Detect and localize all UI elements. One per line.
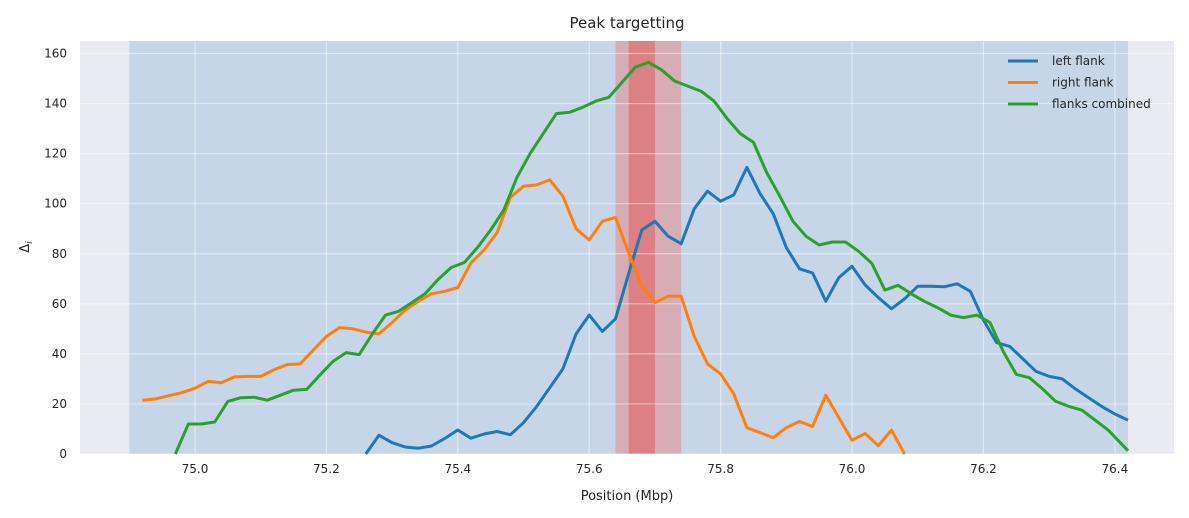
x-axis-title: Position (Mbp): [581, 489, 674, 504]
y-tick-label: 100: [44, 197, 67, 211]
y-tick-label: 60: [52, 297, 67, 311]
legend: left flank right flank flanks combined: [1008, 54, 1151, 111]
shaded-region-2: [628, 41, 655, 454]
x-tick-label: 76.0: [839, 462, 866, 476]
x-tick-label: 75.8: [707, 462, 734, 476]
y-axis-title: Δi: [18, 241, 35, 253]
y-axis-title-subscript: i: [25, 241, 35, 244]
y-tick-label: 120: [44, 147, 67, 161]
y-tick-label: 40: [52, 347, 67, 361]
series-line-flanks-combined: [173, 60, 1130, 455]
legend-label-right-flank: right flank: [1052, 76, 1114, 90]
y-tick-label: 160: [44, 47, 67, 61]
grid-lines: [80, 41, 1174, 455]
shaded-regions: [129, 41, 1129, 454]
x-tick-label: 75.4: [444, 462, 471, 476]
legend-label-left-flank: left flank: [1052, 54, 1105, 68]
y-tick-label: 0: [59, 447, 67, 461]
y-tick-label: 80: [52, 247, 67, 261]
y-tick-label: 20: [52, 397, 67, 411]
series-line-right-flank: [142, 178, 906, 455]
y-axis-title-symbol: Δ: [18, 244, 33, 253]
chart-title: Peak targetting: [569, 14, 684, 32]
y-tick-label: 140: [44, 97, 67, 111]
x-tick-label: 75.6: [576, 462, 603, 476]
legend-label-flanks-combined: flanks combined: [1052, 97, 1151, 111]
x-tick-label: 75.2: [313, 462, 340, 476]
x-tick-label: 76.4: [1102, 462, 1129, 476]
series-lines: [142, 60, 1130, 455]
x-tick-labels: 75.0 75.2 75.4 75.6 75.8 76.0 76.2 76.4: [182, 462, 1129, 476]
x-tick-label: 75.0: [182, 462, 209, 476]
y-tick-labels: 0 20 40 60 80 100 120 140 160: [44, 47, 67, 461]
x-tick-label: 76.2: [970, 462, 997, 476]
